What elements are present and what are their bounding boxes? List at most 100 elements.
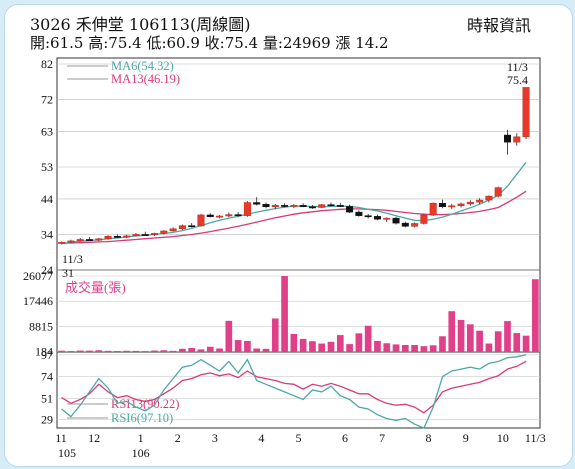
- candle: [281, 205, 289, 207]
- x-month-label: 5: [296, 431, 302, 445]
- price-summary: 開:61.5 高:75.4 低:60.9 收:75.4 量:24969 漲 14…: [30, 34, 389, 52]
- volume-bar: [141, 351, 149, 352]
- volume-bar: [476, 330, 483, 352]
- candle: [438, 202, 446, 208]
- x-month-label: 2: [175, 431, 181, 445]
- candle: [448, 205, 456, 208]
- candle: [383, 217, 391, 220]
- candle: [262, 204, 270, 208]
- volume-bar: [485, 343, 493, 352]
- price-tick-label: 82: [41, 57, 53, 71]
- volume-bar: [206, 346, 214, 352]
- x-month-label: 11/3: [525, 431, 546, 445]
- candle: [197, 214, 205, 227]
- candle: [169, 228, 177, 232]
- x-month-label: 4: [258, 431, 264, 445]
- rsi-tick-label: 29: [41, 412, 53, 426]
- ma13-line: [61, 190, 527, 245]
- volume-bar: [429, 345, 437, 352]
- volume-bar: [244, 340, 251, 352]
- candle: [290, 205, 298, 207]
- chart-card: [4, 4, 573, 467]
- candle: [457, 203, 465, 206]
- low-date-label: 11/3: [62, 252, 83, 266]
- candle: [299, 205, 307, 208]
- x-month-label: 7: [379, 431, 385, 445]
- volume-bar: [364, 325, 372, 352]
- legend-ma13: MA13(46.19): [111, 72, 180, 86]
- candle: [346, 206, 354, 213]
- candle: [327, 204, 335, 207]
- volume-bar: [253, 348, 261, 352]
- candle: [513, 136, 521, 143]
- high-date-label: 11/3: [507, 60, 528, 74]
- volume-bar: [466, 324, 474, 352]
- volume-tick-label: 8815: [29, 319, 53, 333]
- legend-rsi13: RSI13(90.22): [111, 397, 179, 411]
- volume-tick-label: 26077: [23, 269, 53, 283]
- price-tick-label: 34: [41, 227, 53, 241]
- candle: [113, 236, 121, 238]
- volume-bar: [114, 350, 121, 352]
- volume-bar: [225, 320, 233, 352]
- volume-bar: [281, 276, 288, 352]
- ma6-line: [61, 161, 527, 245]
- candle: [132, 234, 140, 237]
- volume-bar: [318, 343, 326, 352]
- volume-bar: [383, 343, 391, 352]
- candle: [76, 239, 84, 242]
- legend-ma6: MA6(54.32): [111, 59, 174, 73]
- candle: [95, 238, 103, 241]
- price-tick-label: 44: [41, 192, 53, 206]
- plot-frame: [56, 57, 541, 429]
- volume-bar: [346, 344, 353, 352]
- volume-bar: [160, 350, 168, 352]
- volume-bar: [327, 341, 335, 352]
- rsi13-line: [61, 360, 527, 414]
- candle: [411, 223, 419, 227]
- price-tick-label: 24: [41, 263, 53, 277]
- volume-tick-label: 184: [35, 344, 53, 358]
- x-month-label: 6: [342, 431, 348, 445]
- volume-tick-label: 17446: [23, 294, 53, 308]
- volume-bar: [123, 350, 131, 352]
- x-month-label: 9: [463, 431, 469, 445]
- candle: [336, 205, 344, 207]
- volume-bar: [76, 350, 84, 352]
- candle: [104, 236, 112, 239]
- chart-title: 3026 禾伸堂 106113(周線圖): [30, 15, 251, 34]
- candle: [123, 235, 131, 238]
- volume-bar: [309, 341, 316, 352]
- candle: [141, 234, 149, 236]
- candle: [206, 214, 214, 217]
- legend-rsi6: RSI6(97.10): [111, 411, 173, 425]
- candle: [466, 201, 474, 205]
- rsi-tick-label: 97: [41, 348, 53, 362]
- candle: [253, 202, 261, 205]
- volume-bar: [336, 335, 344, 352]
- rsi-tick-label: 74: [41, 370, 53, 384]
- candle: [494, 187, 502, 197]
- volume-bar: [290, 333, 298, 352]
- x-month-label: 11: [55, 431, 67, 445]
- volume-bar: [234, 340, 242, 352]
- volume-bar: [271, 318, 279, 352]
- candle: [373, 216, 381, 220]
- x-month-label: 1: [138, 431, 144, 445]
- price-tick-label: 63: [41, 124, 53, 138]
- volume-bar: [532, 279, 539, 352]
- candle: [401, 222, 409, 227]
- price-tick-label: 53: [41, 160, 53, 174]
- candle: [216, 215, 224, 218]
- volume-bar: [355, 333, 363, 352]
- volume-bar: [448, 311, 456, 352]
- source-label: 時報資訊: [467, 16, 532, 35]
- volume-bar: [169, 350, 177, 352]
- volume-bar: [420, 346, 428, 352]
- volume-label: 成交量(張): [65, 280, 126, 295]
- volume-bar: [457, 319, 465, 352]
- volume-bar: [411, 345, 418, 352]
- candle: [225, 214, 233, 217]
- volume-bar: [188, 347, 196, 352]
